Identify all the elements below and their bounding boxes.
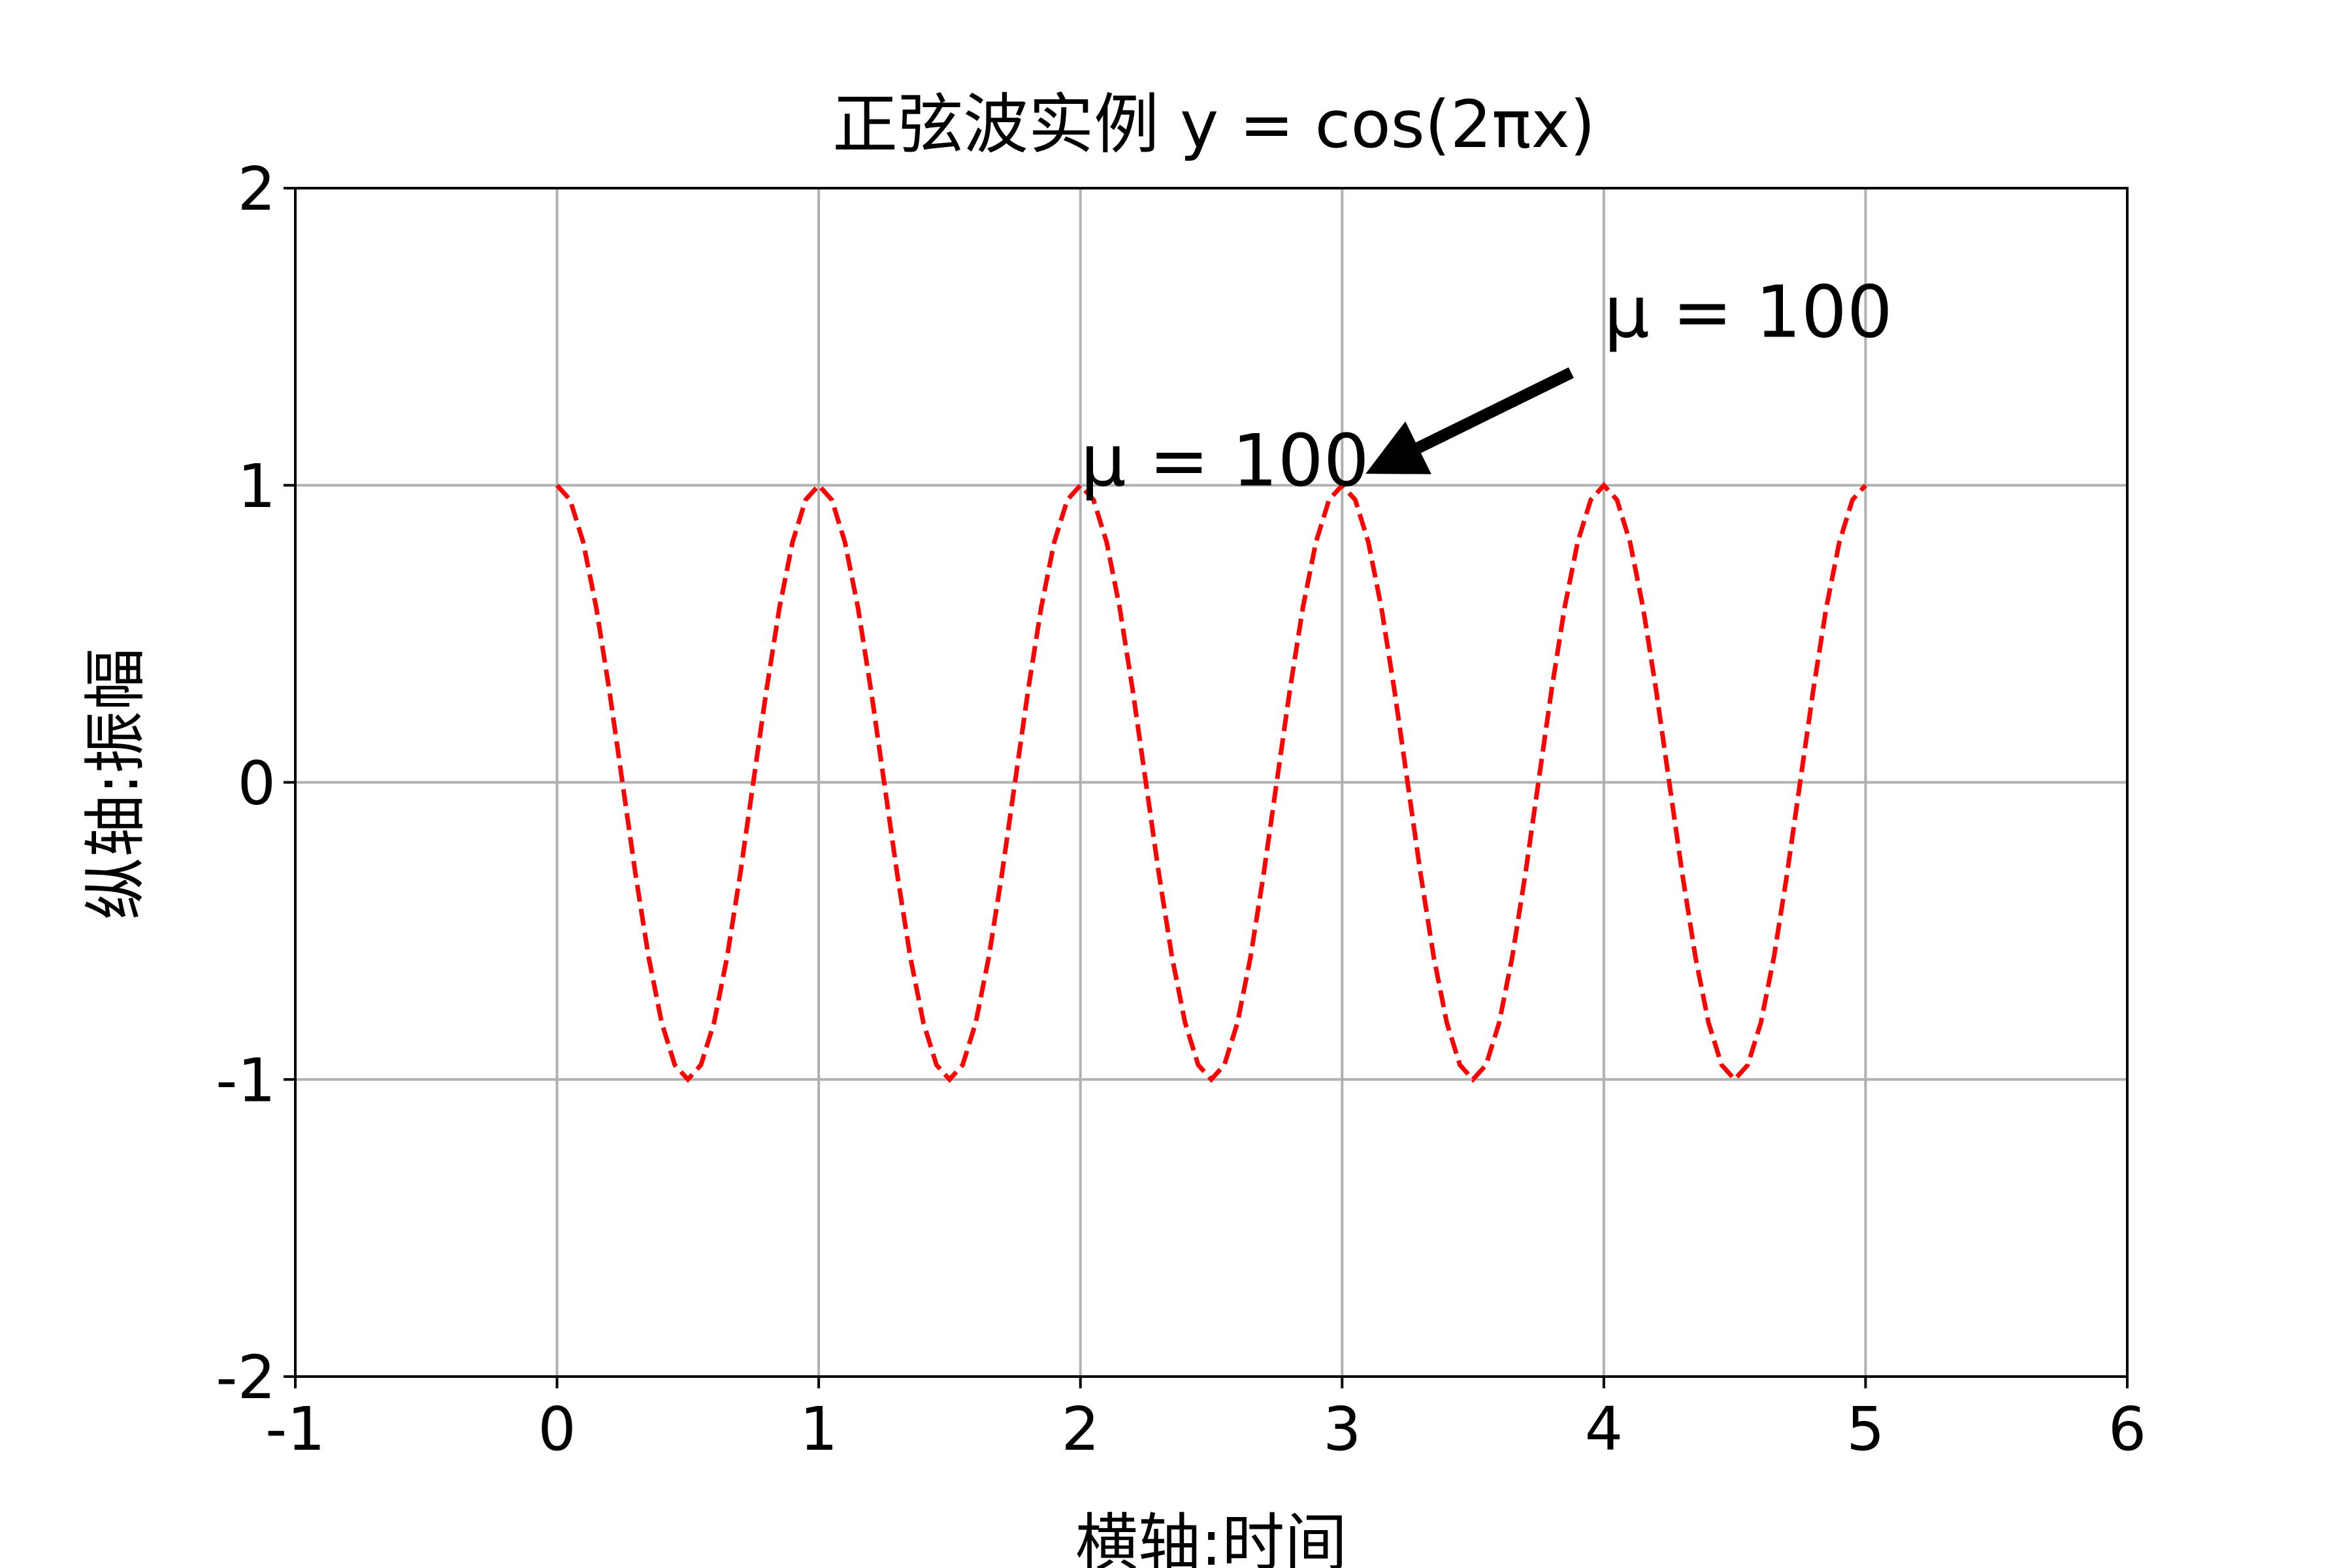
x-tick-label: 0 xyxy=(538,1394,576,1464)
y-tick-label: 0 xyxy=(237,749,276,819)
y-tick-label: -2 xyxy=(216,1343,276,1413)
x-tick-label: 2 xyxy=(1061,1394,1100,1464)
annotation-arrowhead xyxy=(1365,421,1431,474)
x-axis-label: 横轴:时间 xyxy=(1075,1507,1347,1568)
y-tick-label: -1 xyxy=(216,1045,276,1115)
x-tick-label: -1 xyxy=(265,1394,325,1464)
y-axis-label: 纵轴:振幅 xyxy=(79,648,152,920)
y-tick-label: 1 xyxy=(237,451,276,521)
x-tick-label: 3 xyxy=(1323,1394,1362,1464)
annotation: μ = 100 xyxy=(1081,419,1369,502)
annotation: μ = 100 xyxy=(1604,270,1893,353)
plot-frame xyxy=(294,187,2129,1378)
x-tick-label: 5 xyxy=(1846,1394,1885,1464)
x-tick-label: 4 xyxy=(1585,1394,1624,1464)
line-series xyxy=(555,482,1868,1083)
annotation-arrow xyxy=(1415,367,1574,453)
x-tick-label: 6 xyxy=(2108,1394,2147,1464)
y-tick-label: 2 xyxy=(237,154,276,224)
x-tick-label: 1 xyxy=(800,1394,838,1464)
chart-title: 正弦波实例 y = cos(2πx) xyxy=(832,86,1595,163)
